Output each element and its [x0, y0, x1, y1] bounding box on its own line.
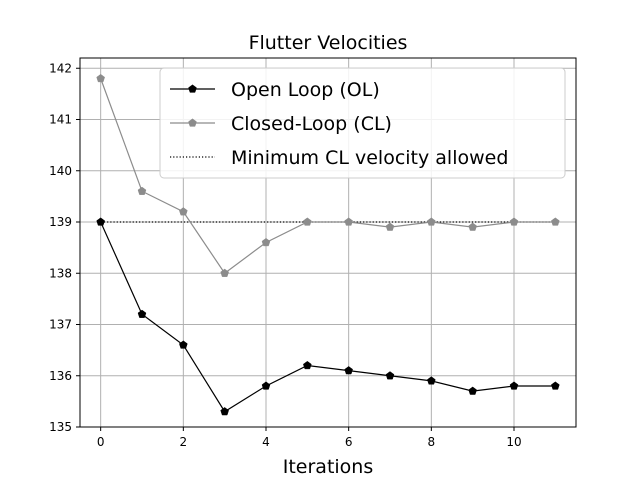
y-tick-label: 136	[49, 369, 72, 383]
data-point	[303, 217, 312, 226]
x-tick-label: 8	[428, 435, 436, 449]
data-point	[96, 217, 105, 226]
data-point	[137, 309, 147, 318]
legend-entry-open-loop-ol: Open Loop (OL)	[170, 79, 380, 101]
series-line-open-loop-ol	[100, 221, 556, 413]
y-tick-label: 141	[49, 113, 72, 127]
x-tick-label: 6	[345, 435, 353, 449]
data-point	[468, 386, 477, 395]
y-tick-label: 142	[49, 61, 72, 75]
data-point	[220, 268, 229, 277]
data-point	[344, 366, 353, 375]
data-point	[261, 381, 271, 390]
data-point	[551, 217, 560, 226]
data-point	[509, 217, 519, 226]
legend-label: Open Loop (OL)	[231, 79, 380, 101]
data-point	[179, 340, 188, 349]
x-tick-label: 0	[97, 435, 105, 449]
legend-entry-closed-loop-cl: Closed-Loop (CL)	[170, 113, 392, 135]
data-point	[509, 381, 519, 390]
data-point	[427, 217, 436, 226]
legend-marker	[188, 84, 197, 93]
data-point	[179, 207, 188, 216]
legend-entry-minimum-cl-velocity-allowed: Minimum CL velocity allowed	[170, 147, 508, 169]
legend-box	[159, 67, 566, 179]
legend-label: Minimum CL velocity allowed	[231, 147, 508, 169]
legend-marker	[188, 118, 197, 127]
y-tick-label: 137	[49, 318, 72, 332]
data-point	[468, 222, 477, 231]
legend-label: Closed-Loop (CL)	[231, 113, 392, 135]
data-point	[385, 222, 395, 231]
x-tick-label: 10	[506, 435, 521, 449]
data-point	[551, 381, 560, 390]
y-tick-label: 140	[49, 164, 72, 178]
data-point	[137, 186, 147, 195]
series-layer	[96, 73, 560, 416]
axis-ticks: 0 2 4 6 8 10 135 136 137 138 139 140 141 142	[49, 61, 522, 449]
data-point	[261, 237, 271, 247]
y-tick-label: 139	[49, 215, 72, 229]
data-point	[344, 217, 353, 226]
data-point	[385, 371, 395, 380]
data-point	[220, 407, 229, 416]
data-point	[96, 73, 105, 83]
x-tick-label: 4	[262, 435, 270, 449]
series-line-closed-loop-cl	[100, 78, 556, 275]
y-tick-label: 138	[49, 266, 72, 280]
data-point	[303, 360, 312, 370]
y-tick-label: 135	[49, 420, 72, 434]
plot-frame	[79, 57, 577, 428]
legend: Open Loop (OL) Closed-Loop (CL) Minimum CL…	[159, 67, 566, 179]
series-closed-loop-cl	[96, 73, 560, 277]
x-tick-label: 2	[180, 435, 188, 449]
x-axis-label: Iterations	[283, 456, 374, 478]
series-open-loop-ol	[96, 217, 560, 416]
data-point	[427, 376, 436, 385]
chart-title: Flutter Velocities	[249, 32, 408, 54]
